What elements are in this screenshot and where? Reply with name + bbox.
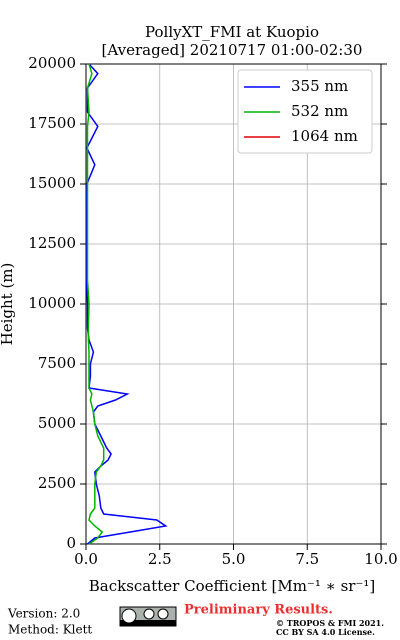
- x-tick-label: 10.0: [364, 550, 397, 568]
- license: CC BY SA 4.0 License.: [276, 627, 375, 637]
- y-axis-label: Height (m): [0, 263, 16, 346]
- preliminary: Preliminary Results.: [184, 603, 333, 618]
- y-tick-label: 12500: [28, 234, 76, 252]
- legend-label: 1064 nm: [291, 127, 358, 145]
- y-tick-label: 2500: [38, 474, 76, 492]
- method: Method: Klett: [8, 623, 92, 637]
- chart-title: PollyXT_FMI at Kuopio: [145, 23, 319, 41]
- plot-frame: [85, 63, 382, 545]
- y-tick-label: 17500: [28, 114, 76, 132]
- y-tick-label: 10000: [28, 294, 76, 312]
- y-tick-label: 15000: [28, 174, 76, 192]
- x-tick-label: 2.5: [148, 550, 172, 568]
- copyright: © TROPOS & FMI 2021.: [276, 618, 384, 628]
- legend-label: 532 nm: [291, 102, 348, 120]
- chart-subtitle: [Averaged] 20210717 01:00-02:30: [102, 41, 363, 59]
- version: Version: 2.0: [7, 607, 80, 621]
- profile-line: [85, 63, 168, 545]
- x-tick-label: 5.0: [222, 550, 246, 568]
- y-tick-label: 7500: [38, 354, 76, 372]
- legend: 355 nm 532 nm 1064 nm: [237, 69, 373, 154]
- x-axis-label: Backscatter Coefficient [Mm⁻¹ ∗ sr⁻¹]: [89, 577, 376, 595]
- legend-box: [237, 69, 373, 154]
- profile-line: [86, 63, 105, 545]
- y-tick-label: 20000: [28, 54, 76, 72]
- cc-logo: [119, 606, 177, 627]
- legend-label: 355 nm: [291, 77, 348, 95]
- y-tick-label: 0: [66, 534, 76, 552]
- y-tick-label: 5000: [38, 414, 76, 432]
- x-tick-label: 0.0: [74, 550, 98, 568]
- x-tick-label: 7.5: [295, 550, 319, 568]
